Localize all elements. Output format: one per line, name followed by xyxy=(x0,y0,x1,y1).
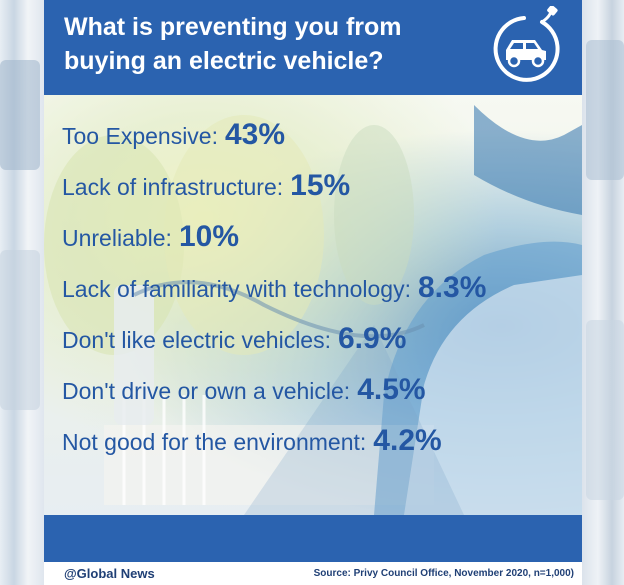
footer: @Global News Source: Privy Council Offic… xyxy=(44,562,582,585)
backdrop-blur-shape xyxy=(0,250,40,410)
survey-results-list: Too Expensive: 43% Lack of infrastructur… xyxy=(62,118,577,475)
result-row: Don't like electric vehicles: 6.9% xyxy=(62,322,577,373)
result-label: Too Expensive: xyxy=(62,123,218,149)
page-title: What is preventing you from buying an el… xyxy=(64,13,402,75)
charging-station-illustration xyxy=(44,95,582,515)
result-row: Unreliable: 10% xyxy=(62,220,577,271)
header-band: What is preventing you from buying an el… xyxy=(44,0,582,95)
social-handle: @Global News xyxy=(64,566,155,581)
result-value: 15% xyxy=(290,169,351,202)
result-row: Not good for the environment: 4.2% xyxy=(62,424,577,475)
result-value: 6.9% xyxy=(338,322,407,355)
result-label: Unreliable: xyxy=(62,225,172,251)
result-label: Lack of infrastructure: xyxy=(62,174,284,200)
result-label: Lack of familiarity with technology: xyxy=(62,276,411,302)
result-value: 10% xyxy=(178,220,239,253)
backdrop-blur-shape xyxy=(586,40,624,180)
bottom-band xyxy=(44,515,582,562)
background-photo-ev-charging xyxy=(44,95,582,515)
result-value: 4.2% xyxy=(373,424,442,457)
result-row: Lack of infrastructure: 15% xyxy=(62,169,577,220)
source-note: Source: Privy Council Office, November 2… xyxy=(313,568,574,579)
result-label: Don't like electric vehicles: xyxy=(62,327,331,353)
result-value: 4.5% xyxy=(357,373,426,406)
electric-car-plug-icon xyxy=(493,6,560,82)
result-value: 43% xyxy=(224,118,286,151)
result-row: Don't drive or own a vehicle: 4.5% xyxy=(62,373,577,424)
result-value: 8.3% xyxy=(418,271,487,304)
result-row: Too Expensive: 43% xyxy=(62,118,577,169)
result-row: Lack of familiarity with technology: 8.3… xyxy=(62,271,577,322)
backdrop-blur-shape xyxy=(586,320,624,500)
backdrop-blur-shape xyxy=(0,60,40,170)
result-label: Don't drive or own a vehicle: xyxy=(62,378,351,404)
result-label: Not good for the environment: xyxy=(62,429,367,455)
infographic-card: What is preventing you from buying an el… xyxy=(44,0,582,585)
